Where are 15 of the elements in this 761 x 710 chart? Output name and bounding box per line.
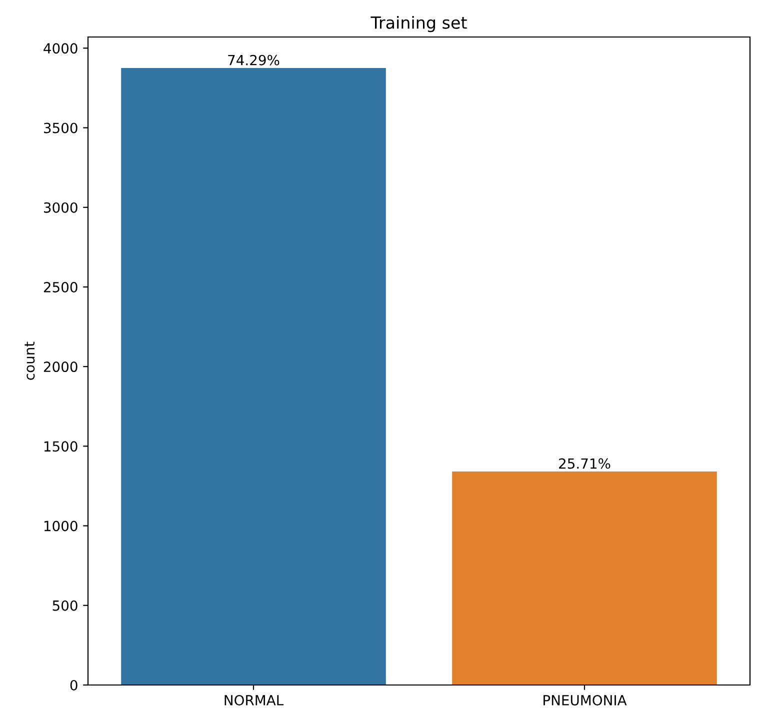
y-tick-label: 1000 xyxy=(44,520,78,532)
y-tick-label: 500 xyxy=(52,600,78,611)
y-tick-label: 3000 xyxy=(44,202,78,213)
y-tick-label: 2500 xyxy=(44,282,78,292)
annotation: 74.29% xyxy=(228,54,280,66)
y-tick-label: 3500 xyxy=(44,122,78,134)
x-tick-label: PNEUMONIA xyxy=(544,694,627,706)
annotation: 25.71% xyxy=(559,458,610,469)
x-tick-label: NORMAL xyxy=(224,694,284,706)
y-axis-title: count xyxy=(24,342,35,380)
y-tick-label: 1500 xyxy=(44,441,78,452)
y-tick-label: 0 xyxy=(70,680,78,690)
chart-title: Training set xyxy=(370,16,467,32)
y-tick-label: 2000 xyxy=(44,362,78,372)
y-tick-label: 4000 xyxy=(44,43,78,54)
